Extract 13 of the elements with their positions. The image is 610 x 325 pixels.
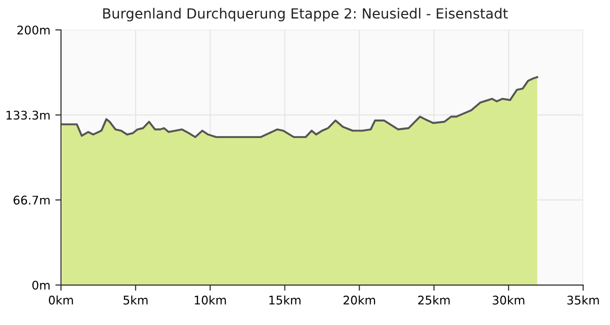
y-tick-label: 133.3m (6, 110, 50, 120)
x-tick-label: 5km (124, 295, 148, 305)
x-tick-label: 10km (194, 295, 226, 305)
x-tick-label: 30km (492, 295, 524, 305)
x-tick-label: 0km (48, 295, 73, 305)
chart-title: Burgenland Durchquerung Etappe 2: Neusiedl - Eisenstadt (103, 8, 508, 22)
y-tick-label: 66.7m (14, 196, 50, 205)
y-tick-label: 0m (32, 280, 50, 290)
x-tick-label: 35km (567, 295, 599, 305)
x-tick-label: 25km (418, 295, 450, 305)
y-tick-label: 200m (17, 26, 50, 35)
x-tick-label: 20km (344, 295, 376, 305)
x-tick-label: 15km (269, 295, 300, 305)
